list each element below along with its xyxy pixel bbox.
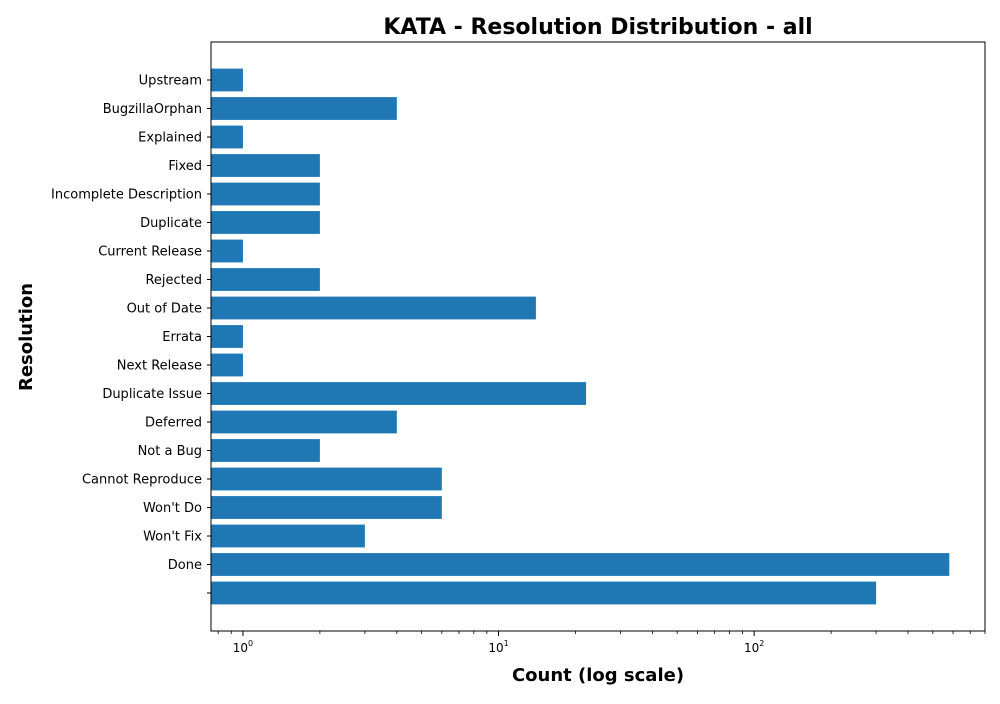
x-tick-label: 100: [233, 639, 253, 655]
bar: [211, 325, 243, 348]
y-tick-label: Upstream: [139, 74, 202, 89]
y-tick-label: BugzillaOrphan: [103, 102, 202, 117]
y-tick-label: Cannot Reproduce: [82, 473, 202, 488]
y-tick-label: Current Release: [98, 245, 202, 260]
x-tick-label: 102: [744, 639, 764, 655]
bar: [211, 553, 950, 576]
bar: [211, 268, 320, 291]
y-tick-label: Not a Bug: [138, 444, 202, 459]
y-tick-label: Fixed: [168, 159, 202, 174]
bar: [211, 296, 536, 320]
x-tick-label: 101: [488, 639, 508, 655]
plot-area: Upstream BugzillaOrphan Explained Fixed Inco…: [51, 41, 986, 655]
y-tick-label: Explained: [138, 131, 202, 146]
y-tick-label: Next Release: [117, 359, 202, 374]
bar: [211, 68, 243, 92]
bar: [211, 496, 442, 519]
bar: [211, 524, 365, 548]
y-tick-label: Duplicate: [140, 216, 202, 231]
y-tick-label: Won't Do: [143, 501, 202, 516]
chart-title: KATA - Resolution Distribution - all: [383, 15, 812, 40]
bar: [211, 154, 320, 177]
bar: [211, 97, 397, 120]
y-tick-label: Deferred: [145, 416, 202, 431]
bar: [211, 581, 877, 605]
x-axis-label: Count (log scale): [512, 665, 684, 686]
bar: [211, 439, 320, 462]
bar: [211, 239, 243, 263]
bar: [211, 353, 243, 377]
bar: [211, 410, 397, 434]
plot-frame: [210, 41, 986, 632]
y-tick-label: Incomplete Description: [51, 188, 202, 203]
y-tick-label: Out of Date: [127, 302, 202, 317]
bar: [211, 211, 320, 234]
y-tick-label: Done: [168, 558, 202, 573]
bar: [211, 125, 243, 149]
y-tick-label: Won't Fix: [143, 530, 202, 545]
y-tick-label: Duplicate Issue: [102, 387, 202, 402]
bar: [211, 382, 587, 405]
y-tick-label: Errata: [162, 330, 202, 345]
bar: [211, 182, 320, 206]
y-tick-label: Rejected: [145, 273, 202, 288]
bar: [211, 467, 442, 491]
y-axis-label: Resolution: [16, 283, 37, 391]
